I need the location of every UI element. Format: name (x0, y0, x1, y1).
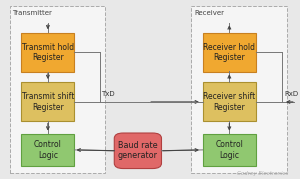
Bar (10, 6, 105, 173)
FancyBboxPatch shape (114, 133, 161, 169)
Text: Control
Logic: Control Logic (34, 140, 62, 160)
Text: Transmit hold
Register: Transmit hold Register (22, 42, 74, 62)
Bar (21, 82, 74, 122)
Text: TxD: TxD (101, 91, 114, 97)
Text: Transmitter: Transmitter (13, 10, 52, 16)
Bar (203, 33, 256, 72)
Bar (21, 33, 74, 72)
Bar (203, 82, 256, 122)
Text: Transmit shift
Register: Transmit shift Register (22, 92, 74, 112)
Text: Codrey Electronics: Codrey Electronics (237, 171, 288, 176)
Bar (203, 134, 256, 166)
Bar (191, 6, 287, 173)
Text: Receiver: Receiver (194, 10, 224, 16)
Text: Baud rate
generator: Baud rate generator (118, 141, 158, 161)
Text: Receiver hold
Register: Receiver hold Register (203, 42, 255, 62)
Text: Receiver shift
Register: Receiver shift Register (203, 92, 256, 112)
Bar (21, 134, 74, 166)
Text: Control
Logic: Control Logic (215, 140, 243, 160)
Text: RxD: RxD (284, 91, 298, 97)
